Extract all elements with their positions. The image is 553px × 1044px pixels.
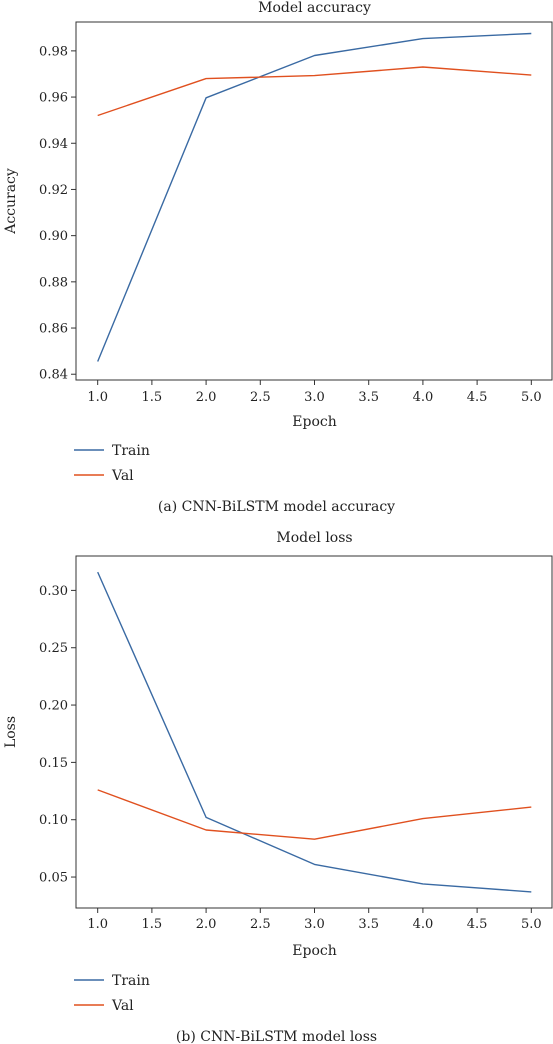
y-axis-label: Accuracy <box>3 168 19 235</box>
chart-title: Model accuracy <box>258 0 371 16</box>
y-tick-label: 0.88 <box>39 275 68 290</box>
y-tick-label: 0.25 <box>39 641 68 656</box>
x-axis-label: Epoch <box>292 414 336 430</box>
x-tick-label: 1.5 <box>142 390 163 405</box>
y-tick-label: 0.90 <box>39 229 68 244</box>
plot-frame <box>75 555 553 909</box>
x-tick-label: 5.0 <box>521 917 542 932</box>
figure-caption: (b) CNN-BiLSTM model loss <box>176 1029 377 1044</box>
x-tick-label: 2.0 <box>196 917 217 932</box>
x-tick-label: 4.5 <box>467 917 488 932</box>
x-tick-label: 3.5 <box>358 917 379 932</box>
legend-label-train: Train <box>112 973 150 989</box>
legend-label-train: Train <box>112 443 150 459</box>
x-tick-label: 1.0 <box>87 390 108 405</box>
x-tick-label: 4.0 <box>413 917 434 932</box>
y-tick-label: 0.86 <box>39 322 68 337</box>
y-tick-label: 0.05 <box>39 871 68 886</box>
x-tick-label: 1.0 <box>87 917 108 932</box>
legend-label-val: Val <box>111 998 134 1014</box>
series-line-train <box>97 32 532 362</box>
y-tick-label: 0.10 <box>39 813 68 828</box>
x-tick-label: 2.0 <box>196 390 217 405</box>
y-tick-label: 0.98 <box>39 44 68 59</box>
legend-label-val: Val <box>111 468 134 484</box>
y-tick-label: 0.96 <box>39 91 68 106</box>
y-axis-label: Loss <box>3 716 19 748</box>
x-tick-label: 3.0 <box>304 390 325 405</box>
figure-caption: (a) CNN-BiLSTM model accuracy <box>158 499 395 515</box>
chart-accuracy: Model accuracy 1.0 1.5 2.0 2.5 3.0 3.5 4.0 4.5 5.… <box>3 0 553 515</box>
y-tick-label: 0.30 <box>39 584 68 599</box>
x-tick-label: 4.0 <box>413 390 434 405</box>
series-line-val <box>97 66 532 117</box>
x-tick-label: 3.0 <box>304 917 325 932</box>
x-tick-label: 1.5 <box>142 917 163 932</box>
series-line-val <box>97 789 532 840</box>
x-tick-label: 2.5 <box>250 390 271 405</box>
y-tick-label: 0.94 <box>39 137 68 152</box>
x-tick-label: 5.0 <box>521 390 542 405</box>
y-tick-label: 0.84 <box>39 368 68 383</box>
chart-title: Model loss <box>276 530 352 546</box>
y-tick-label: 0.20 <box>39 699 68 714</box>
x-axis-label: Epoch <box>292 943 336 959</box>
y-tick-label: 0.92 <box>39 183 68 198</box>
x-tick-label: 3.5 <box>358 390 379 405</box>
x-tick-label: 2.5 <box>250 917 271 932</box>
x-tick-label: 4.5 <box>467 390 488 405</box>
y-tick-label: 0.15 <box>39 756 68 771</box>
series-line-train <box>97 571 532 893</box>
chart-loss: Model loss 1.0 1.5 2.0 2.5 3.0 3.5 4.0 4.5 5.0 0.0… <box>3 530 553 1044</box>
